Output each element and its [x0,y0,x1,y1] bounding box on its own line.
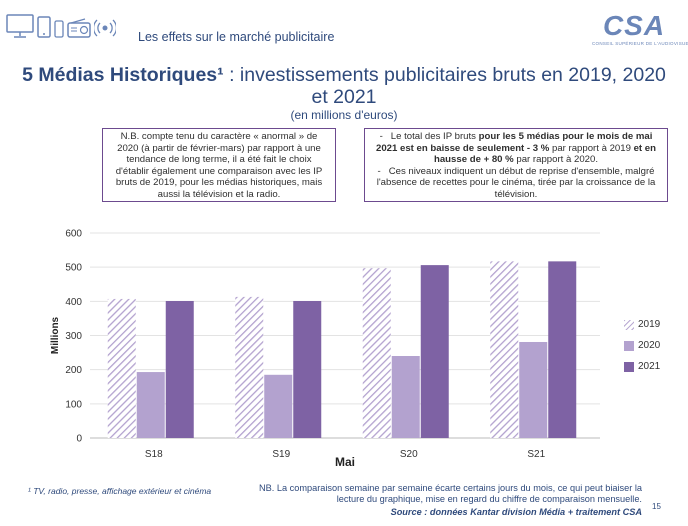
y-tick-label: 300 [65,331,82,342]
section-title: Les effets sur le marché publicitaire [138,30,335,44]
title-bold: 5 Médias Historiques¹ [22,64,224,86]
page-number: 15 [652,502,661,511]
bar-2019-S21 [490,261,519,438]
top-bar: Les effets sur le marché publicitaire CS… [0,0,688,58]
note-text: par rapport à 2020. [513,154,598,165]
page-subtitle: (en millions d'euros) [290,108,398,122]
legend-item: 2021 [624,356,660,377]
y-tick-label: 200 [65,365,82,376]
source: Source : données Kantar division Média +… [390,507,642,517]
chart-legend: 2019 2020 2021 [624,314,660,377]
legend-swatch [624,319,634,330]
csa-logo: CSA CONSEIL SUPÉRIEUR DE L'AUDIOVISUEL [592,10,688,47]
legend-item: 2020 [624,335,660,356]
legend-swatch [624,340,634,351]
phone-icon [54,20,64,38]
bar-2020-S19 [264,374,293,438]
note-bold: et en hausse de + 80 % [433,142,656,166]
bar-2019-S20 [362,268,391,438]
y-tick-label: 100 [65,399,82,410]
y-tick-label: 0 [76,434,82,445]
x-axis-label: Mai [335,455,355,469]
bar-2021-S19 [293,300,322,438]
title-rest: : investissements publicitaires bruts en… [223,64,666,108]
logo-text: CSA [602,10,666,41]
note-text: Le total des IP bruts [390,131,479,142]
legend-label: 2019 [638,319,661,330]
note-text: Ces niveaux indiquent un début de repris… [376,165,656,200]
bullet: - [377,165,381,177]
note-text: par rapport à 2019 [549,142,634,154]
legend-label: 2020 [638,340,661,351]
y-tick-label: 500 [65,263,82,274]
y-axis-label: Millions [50,316,61,354]
legend-label: 2021 [638,361,661,372]
logo-subtitle: CONSEIL SUPÉRIEUR DE L'AUDIOVISUEL [592,41,688,46]
page-title: 5 Médias Historiques¹ : investissements … [20,64,668,108]
bar-2019-S18 [107,298,136,438]
broadcast-icon [94,19,116,37]
bar-2021-S20 [420,265,449,438]
bullet: - [379,131,383,142]
device-icons [6,14,116,38]
legend-item: 2019 [624,314,660,335]
y-tick-label: 400 [65,297,82,308]
y-tick-label: 600 [65,229,82,240]
bar-2020-S21 [519,341,548,438]
x-tick-label: S19 [272,449,290,460]
note-right-item-2: - Ces niveaux indiquent un début de repr… [371,166,661,201]
note-bold: pour les 5 médias pour le mois de mai 20… [376,131,653,154]
tv-icon [6,14,34,38]
footnote: ¹ TV, radio, presse, affichage extérieur… [28,486,212,496]
bar-2021-S21 [548,261,577,438]
bar-chart: 0 100 200 300 400 500 600 Millions S18 S19 S20 S21 M… [50,229,600,469]
note-right: - Le total des IP bruts pour les 5 média… [364,128,668,202]
bar-2020-S20 [391,356,420,438]
bar-2019-S19 [235,296,264,438]
note-right-item-1: - Le total des IP bruts pour les 5 média… [371,131,661,166]
x-tick-label: S18 [145,449,163,460]
x-tick-label: S20 [400,449,418,460]
radio-icon [67,18,91,38]
nb-note: NB. La comparaison semaine par semaine é… [258,483,642,504]
note-left: N.B. compte tenu du caractère « anormal … [102,128,336,202]
legend-swatch [624,361,634,372]
bar-2021-S18 [165,300,194,438]
x-tick-label: S21 [527,449,545,460]
tablet-icon [37,16,51,38]
bar-2020-S18 [136,372,165,438]
